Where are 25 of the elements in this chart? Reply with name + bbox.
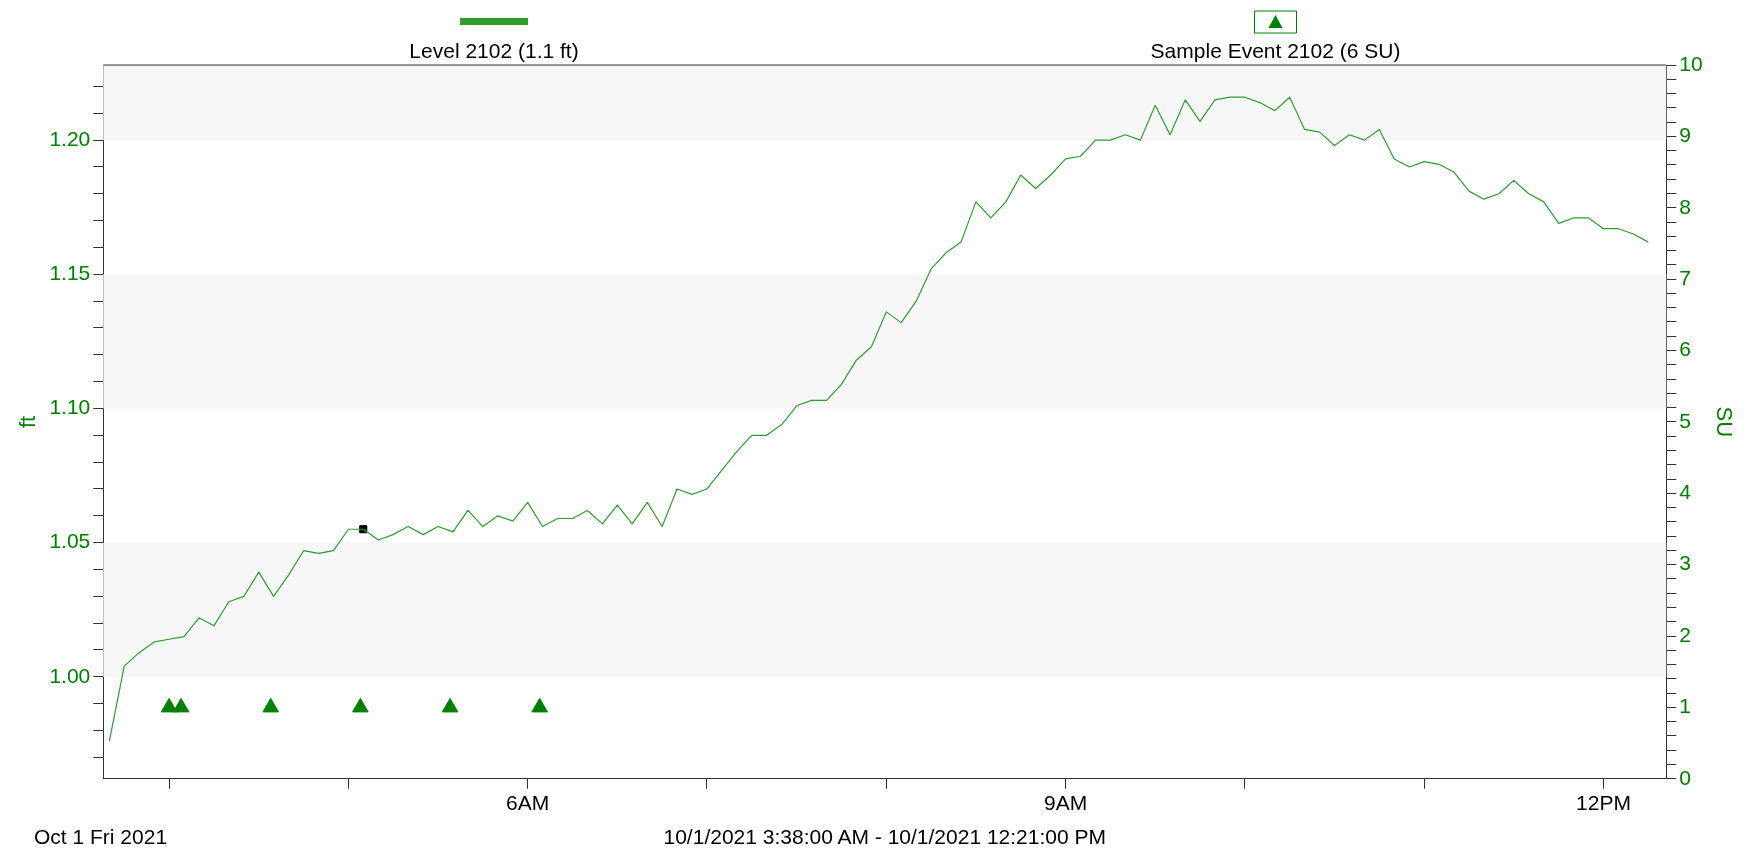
y2-tick-label: 8 bbox=[1679, 194, 1691, 218]
y-tick-label: 1.15 bbox=[49, 261, 91, 285]
y2-tick-label: 10 bbox=[1679, 51, 1703, 75]
y2-tick-label: 7 bbox=[1679, 265, 1691, 289]
y2-tick-label: 0 bbox=[1679, 765, 1691, 789]
y2-tick-label: 4 bbox=[1679, 480, 1692, 504]
y2-tick-label: 9 bbox=[1679, 123, 1691, 147]
x-tick-label: 9AM bbox=[1043, 791, 1088, 815]
y2-tick-label: 6 bbox=[1679, 337, 1691, 361]
text: Oct 1 Fri 2021 bbox=[34, 825, 168, 848]
y2-axis-title: SU bbox=[1711, 406, 1737, 438]
legend-label: Sample Event 2102 (6 SU) bbox=[1150, 39, 1401, 62]
y2-tick-label: 1 bbox=[1679, 694, 1691, 718]
legend-label: Level 2102 (1.1 ft) bbox=[409, 39, 579, 62]
y2-tick-label: 5 bbox=[1679, 408, 1691, 432]
y-tick-label: 1.20 bbox=[49, 126, 91, 150]
text: 10/1/2021 3:38:00 AM - 10/1/2021 12:21:00 PM bbox=[663, 825, 1107, 848]
y-tick-label: 1.05 bbox=[49, 529, 91, 553]
x-tick-label: 12PM bbox=[1576, 791, 1631, 815]
y-tick-label: 1.10 bbox=[49, 395, 91, 419]
y-axis-title: ft bbox=[15, 415, 41, 429]
y2-tick-label: 2 bbox=[1679, 622, 1691, 646]
y2-tick-label: 3 bbox=[1679, 551, 1691, 575]
y-tick-label: 1.00 bbox=[49, 663, 91, 687]
x-tick-label: 6AM bbox=[506, 791, 550, 815]
